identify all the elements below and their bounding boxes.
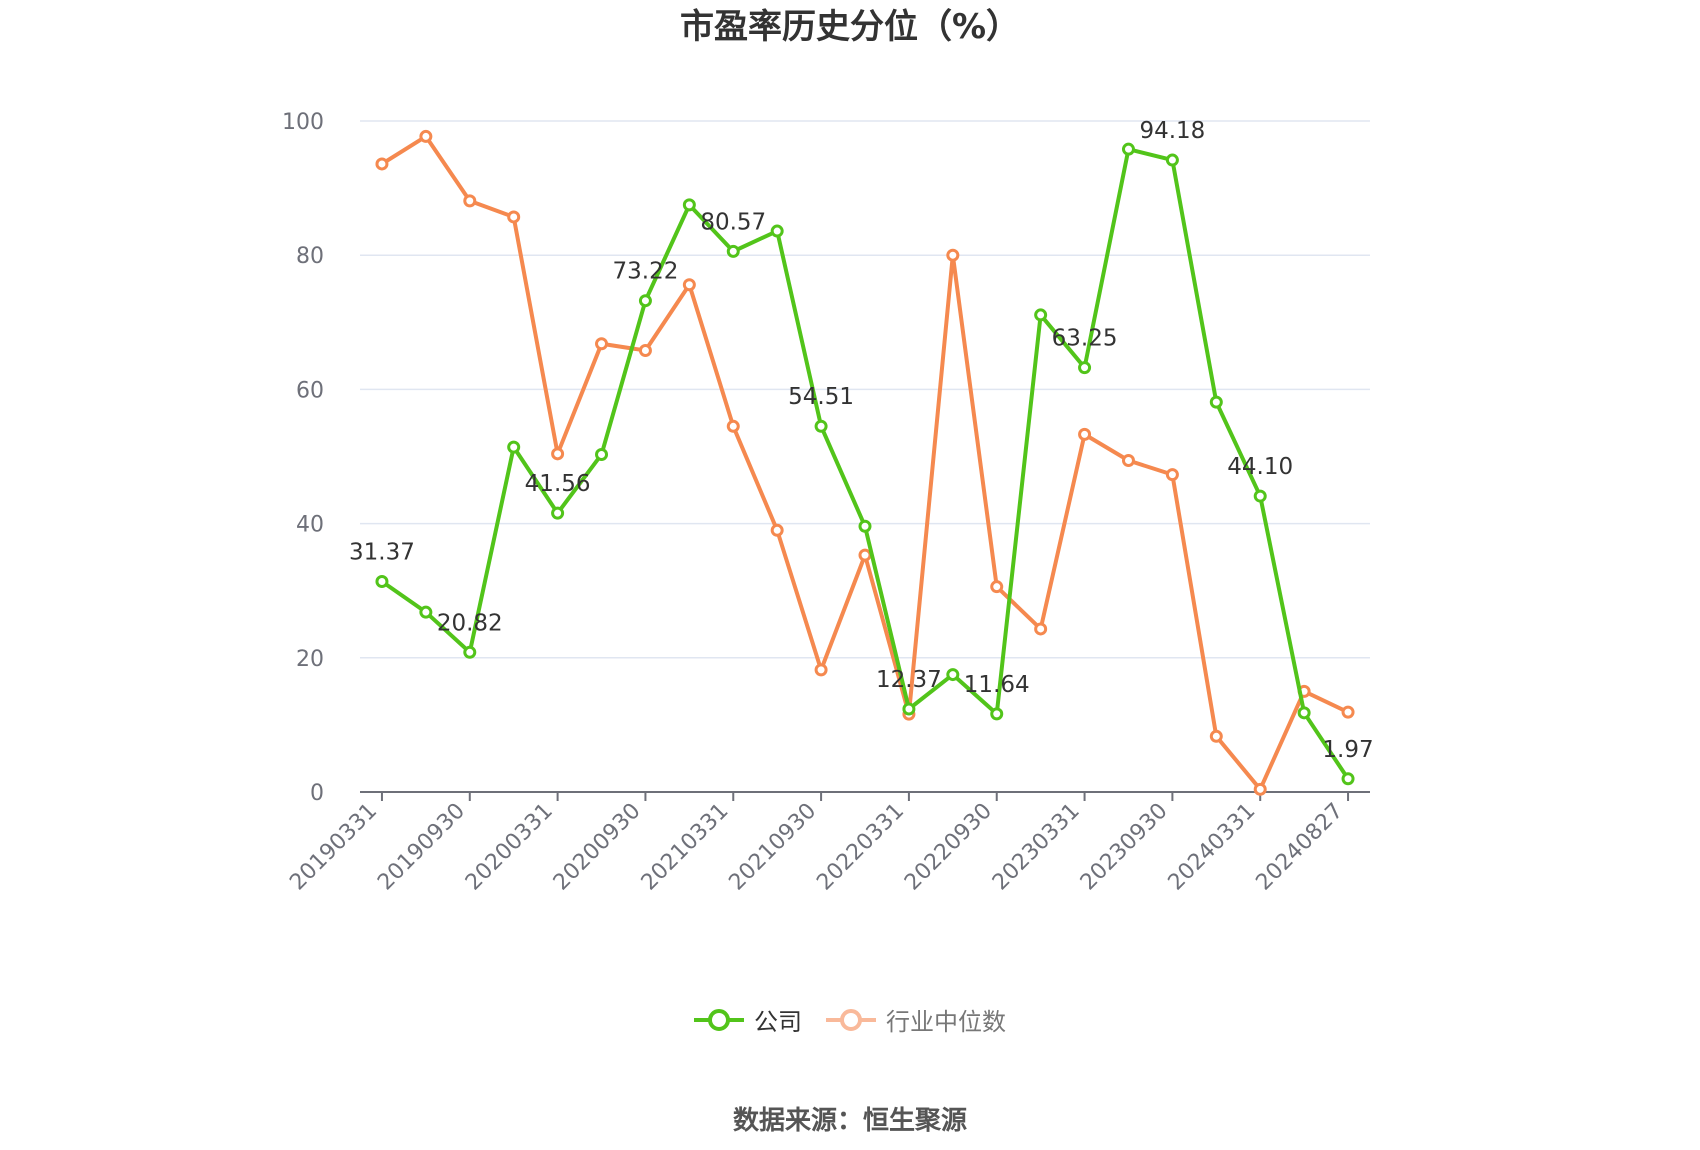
legend-item-company[interactable]: 公司 (694, 1002, 802, 1037)
data-label: 63.25 (1052, 326, 1118, 352)
y-tick-label: 80 (296, 244, 324, 269)
x-tick-label: 20220930 (900, 799, 997, 896)
data-label: 80.57 (700, 209, 766, 235)
data-point-company (814, 419, 828, 433)
data-point-industry (595, 337, 609, 351)
data-point-industry (1121, 454, 1135, 468)
data-point-company (638, 294, 652, 308)
data-point-company (770, 224, 784, 238)
x-tick-label: 20210930 (724, 799, 821, 896)
data-label: 73.22 (613, 259, 679, 285)
data-point-company (1209, 395, 1223, 409)
data-point-industry (1209, 729, 1223, 743)
x-tick-label: 20230930 (1076, 799, 1173, 896)
data-label: 41.56 (525, 471, 591, 497)
grid-layer (360, 120, 1370, 659)
data-point-company (726, 244, 740, 258)
data-point-industry (1078, 427, 1092, 441)
data-label: 54.51 (788, 384, 854, 410)
y-tick-label: 0 (310, 781, 324, 806)
data-point-company (375, 575, 389, 589)
y-tick-label: 40 (296, 513, 324, 538)
x-tick-label: 20200331 (461, 799, 558, 896)
data-point-industry (1253, 782, 1267, 796)
data-point-industry (375, 157, 389, 171)
data-label: 12.37 (876, 667, 942, 693)
x-tick-label: 20220331 (812, 799, 909, 896)
label-layer: 31.37 20.82 41.56 73.22 80.57 54.51 12.37 11.64… (349, 118, 1374, 763)
data-point-company (419, 605, 433, 619)
x-tick-label: 20190331 (285, 799, 382, 896)
legend: 公司 行业中位数 (0, 1002, 1700, 1037)
data-point-company (902, 702, 916, 716)
data-point-company (858, 519, 872, 533)
legend-industry-line-icon (826, 1008, 876, 1031)
data-label: 44.10 (1227, 454, 1293, 480)
series-line-company (380, 147, 1350, 780)
series-layer (375, 129, 1355, 796)
legend-item-industry[interactable]: 行业中位数 (826, 1002, 1006, 1037)
y-tick-label: 20 (296, 647, 324, 672)
x-tick-label: 20200930 (549, 799, 646, 896)
legend-label-industry: 行业中位数 (886, 1008, 1006, 1036)
x-tick-label: 20230331 (988, 799, 1085, 896)
data-point-company (1253, 489, 1267, 503)
data-point-industry (1341, 705, 1355, 719)
data-point-company (507, 440, 521, 454)
data-point-industry (990, 580, 1004, 594)
data-point-industry (726, 419, 740, 433)
data-point-company (1297, 706, 1311, 720)
data-point-company (551, 506, 565, 520)
data-point-industry (946, 248, 960, 262)
data-point-industry (551, 447, 565, 461)
data-point-industry (682, 278, 696, 292)
chart-title: 市盈率历史分位（%） (679, 7, 1021, 47)
legend-label-company: 公司 (754, 1008, 802, 1036)
data-point-industry (419, 129, 433, 143)
data-source-note: 数据来源：恒生聚源 (732, 1106, 967, 1136)
data-point-company (1078, 361, 1092, 375)
data-point-company (1034, 308, 1048, 322)
data-point-industry (814, 663, 828, 677)
legend-company-line-icon (694, 1008, 744, 1031)
x-tick-label: 20240331 (1164, 799, 1261, 896)
x-tick-label: 20190930 (373, 799, 470, 896)
data-label: 20.82 (437, 610, 503, 636)
data-point-industry (1034, 622, 1048, 636)
axis-layer: 0 20 40 60 80 100 2019033120190930202003312020… (282, 110, 1370, 895)
data-point-industry (1165, 468, 1179, 482)
y-tick-label: 60 (296, 378, 324, 403)
data-point-company (990, 707, 1004, 721)
data-point-company (1121, 142, 1135, 156)
data-label: 1.97 (1322, 737, 1373, 763)
data-point-industry (463, 194, 477, 208)
data-point-industry (770, 523, 784, 537)
data-point-company (1341, 772, 1355, 786)
x-tick-label: 20210331 (637, 799, 734, 896)
data-point-company (946, 668, 960, 682)
data-point-industry (638, 343, 652, 357)
data-label: 31.37 (349, 540, 415, 566)
data-label: 11.64 (964, 672, 1030, 698)
data-point-company (595, 447, 609, 461)
data-point-industry (507, 210, 521, 224)
data-label: 94.18 (1139, 118, 1205, 144)
data-point-company (463, 645, 477, 659)
x-tick-label: 20240827 (1251, 799, 1348, 896)
series-line-industry (380, 134, 1349, 792)
data-point-company (682, 198, 696, 212)
data-point-company (1165, 153, 1179, 167)
y-tick-label: 100 (282, 110, 324, 135)
data-point-industry (858, 548, 872, 562)
